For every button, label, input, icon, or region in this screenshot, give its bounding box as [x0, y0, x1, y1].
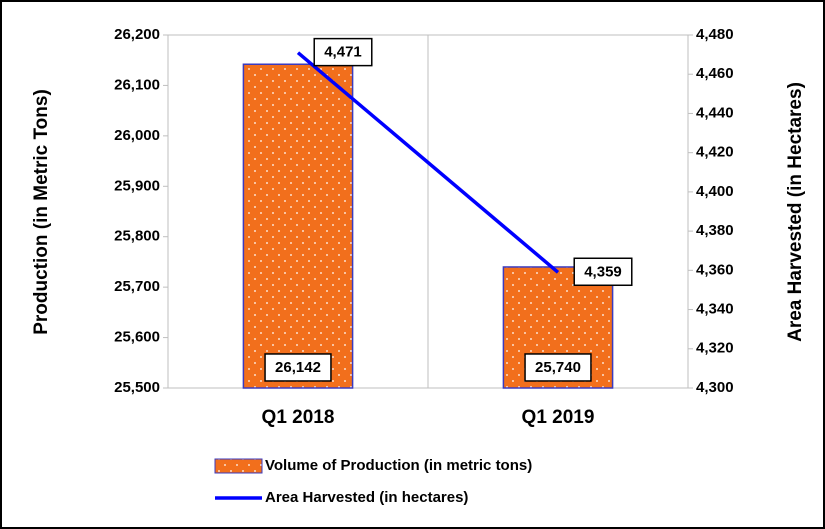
y-tick-label: 26,000 — [114, 127, 160, 144]
x-tick-label: Q1 2019 — [522, 407, 595, 428]
y2-axis-title: Area Harvested (in Hectares) — [785, 82, 806, 342]
data-label: 4,471 — [313, 37, 373, 67]
y2-tick-label: 4,420 — [696, 144, 734, 161]
y2-tick-label: 4,400 — [696, 183, 734, 200]
data-label: 26,142 — [264, 353, 332, 382]
legend-label: Area Harvested (in hectares) — [265, 489, 468, 506]
y-tick-label: 25,500 — [114, 379, 160, 396]
bar — [242, 63, 354, 389]
y-tick-label: 25,700 — [114, 278, 160, 295]
y-tick-label: 26,200 — [114, 26, 160, 43]
y2-tick-label: 4,320 — [696, 340, 734, 357]
legend-label: Volume of Production (in metric tons) — [265, 457, 532, 474]
y2-tick-label: 4,340 — [696, 301, 734, 318]
y2-tick-label: 4,300 — [696, 379, 734, 396]
data-label-box — [524, 353, 592, 382]
y2-tick-label: 4,380 — [696, 222, 734, 239]
y-tick-label: 25,900 — [114, 177, 160, 194]
y2-tick-label: 4,360 — [696, 261, 734, 278]
legend-swatch — [214, 458, 263, 474]
data-label-box — [573, 257, 633, 287]
y2-tick-label: 4,480 — [696, 26, 734, 43]
data-label-box — [264, 353, 332, 382]
y-tick-label: 26,100 — [114, 76, 160, 93]
data-label-text: 4,359 — [584, 263, 622, 280]
y2-tick-label: 4,440 — [696, 104, 734, 121]
x-tick-label: Q1 2018 — [262, 407, 335, 428]
data-label-text: 25,740 — [535, 359, 581, 376]
data-label-text: 4,471 — [324, 44, 362, 61]
y2-tick-label: 4,460 — [696, 65, 734, 82]
data-label: 25,740 — [524, 353, 592, 382]
data-label-box — [313, 37, 373, 67]
y-axis-title: Production (in Metric Tons) — [31, 89, 52, 335]
data-label: 4,359 — [573, 257, 633, 287]
y-tick-label: 25,800 — [114, 228, 160, 245]
line — [296, 51, 560, 274]
y-tick-label: 25,600 — [114, 329, 160, 346]
data-label-text: 26,142 — [275, 359, 321, 376]
